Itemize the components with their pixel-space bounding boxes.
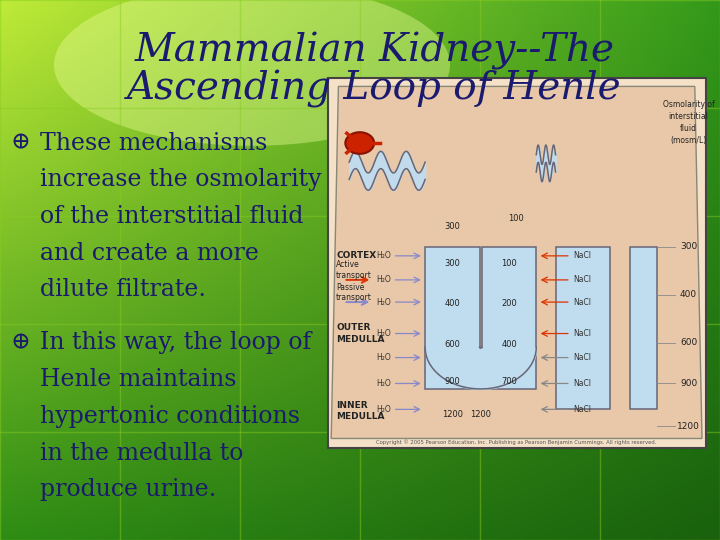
Text: 700: 700 (501, 377, 517, 386)
Text: 900: 900 (444, 377, 460, 386)
Text: 300: 300 (444, 222, 460, 231)
Text: 1200: 1200 (442, 410, 463, 420)
Text: dilute filtrate.: dilute filtrate. (40, 279, 206, 301)
Text: 100: 100 (501, 259, 517, 268)
Text: ⊕: ⊕ (11, 332, 30, 354)
Text: NaCl: NaCl (573, 353, 591, 362)
Bar (482, 247, 536, 389)
Text: 1200: 1200 (677, 422, 700, 430)
Text: NaCl: NaCl (573, 251, 591, 260)
Text: H₂O: H₂O (376, 275, 390, 285)
Bar (425, 247, 480, 389)
Text: H₂O: H₂O (376, 251, 390, 260)
Text: produce urine.: produce urine. (40, 478, 216, 501)
Text: 100: 100 (508, 214, 524, 224)
Text: of the interstitial fluid: of the interstitial fluid (40, 205, 303, 228)
Text: 1200: 1200 (470, 410, 491, 420)
Text: In this way, the loop of: In this way, the loop of (40, 332, 311, 354)
Text: ⊕: ⊕ (11, 132, 30, 154)
Text: INNER
MEDULLA: INNER MEDULLA (336, 401, 384, 421)
Text: NaCl: NaCl (573, 379, 591, 388)
Polygon shape (331, 86, 702, 438)
Text: Mammalian Kidney--The: Mammalian Kidney--The (135, 32, 614, 70)
Text: hypertonic conditions: hypertonic conditions (40, 405, 300, 428)
Text: 400: 400 (680, 290, 697, 299)
Text: NaCl: NaCl (573, 298, 591, 307)
Text: Passive
transport: Passive transport (336, 282, 372, 302)
Circle shape (346, 132, 374, 154)
Text: in the medulla to: in the medulla to (40, 442, 243, 464)
Text: increase the osmolarity: increase the osmolarity (40, 168, 321, 191)
Text: Osmolarity of
interstitial
fluid
(mosm/L): Osmolarity of interstitial fluid (mosm/L… (662, 100, 714, 145)
Text: H₂O: H₂O (376, 379, 390, 388)
Text: CORTEX: CORTEX (336, 251, 377, 260)
Text: Henle maintains: Henle maintains (40, 368, 236, 391)
Text: OUTER
MEDULLA: OUTER MEDULLA (336, 323, 384, 343)
Text: 300: 300 (444, 259, 460, 268)
Text: 600: 600 (444, 340, 460, 349)
Text: H₂O: H₂O (376, 329, 390, 338)
Text: These mechanisms: These mechanisms (40, 132, 267, 154)
Text: 200: 200 (501, 300, 517, 308)
Text: 300: 300 (680, 242, 697, 251)
Text: NaCl: NaCl (573, 405, 591, 414)
Text: H₂O: H₂O (376, 353, 390, 362)
Text: 400: 400 (501, 340, 517, 349)
Text: NaCl: NaCl (573, 275, 591, 285)
Text: H₂O: H₂O (376, 405, 390, 414)
Text: 400: 400 (444, 300, 460, 308)
Bar (629, 247, 657, 409)
Text: 900: 900 (680, 379, 697, 388)
Text: Copyright © 2005 Pearson Education, Inc. Publishing as Pearson Benjamin Cummings: Copyright © 2005 Pearson Education, Inc.… (377, 440, 657, 445)
Text: NaCl: NaCl (573, 329, 591, 338)
Ellipse shape (54, 0, 450, 146)
Text: 600: 600 (680, 338, 697, 347)
Text: H₂O: H₂O (376, 298, 390, 307)
Text: Active
transport: Active transport (336, 260, 372, 280)
Text: and create a more: and create a more (40, 242, 258, 265)
Bar (556, 247, 610, 409)
FancyBboxPatch shape (328, 78, 706, 448)
Text: Ascending Loop of Henle: Ascending Loop of Henle (127, 70, 621, 108)
